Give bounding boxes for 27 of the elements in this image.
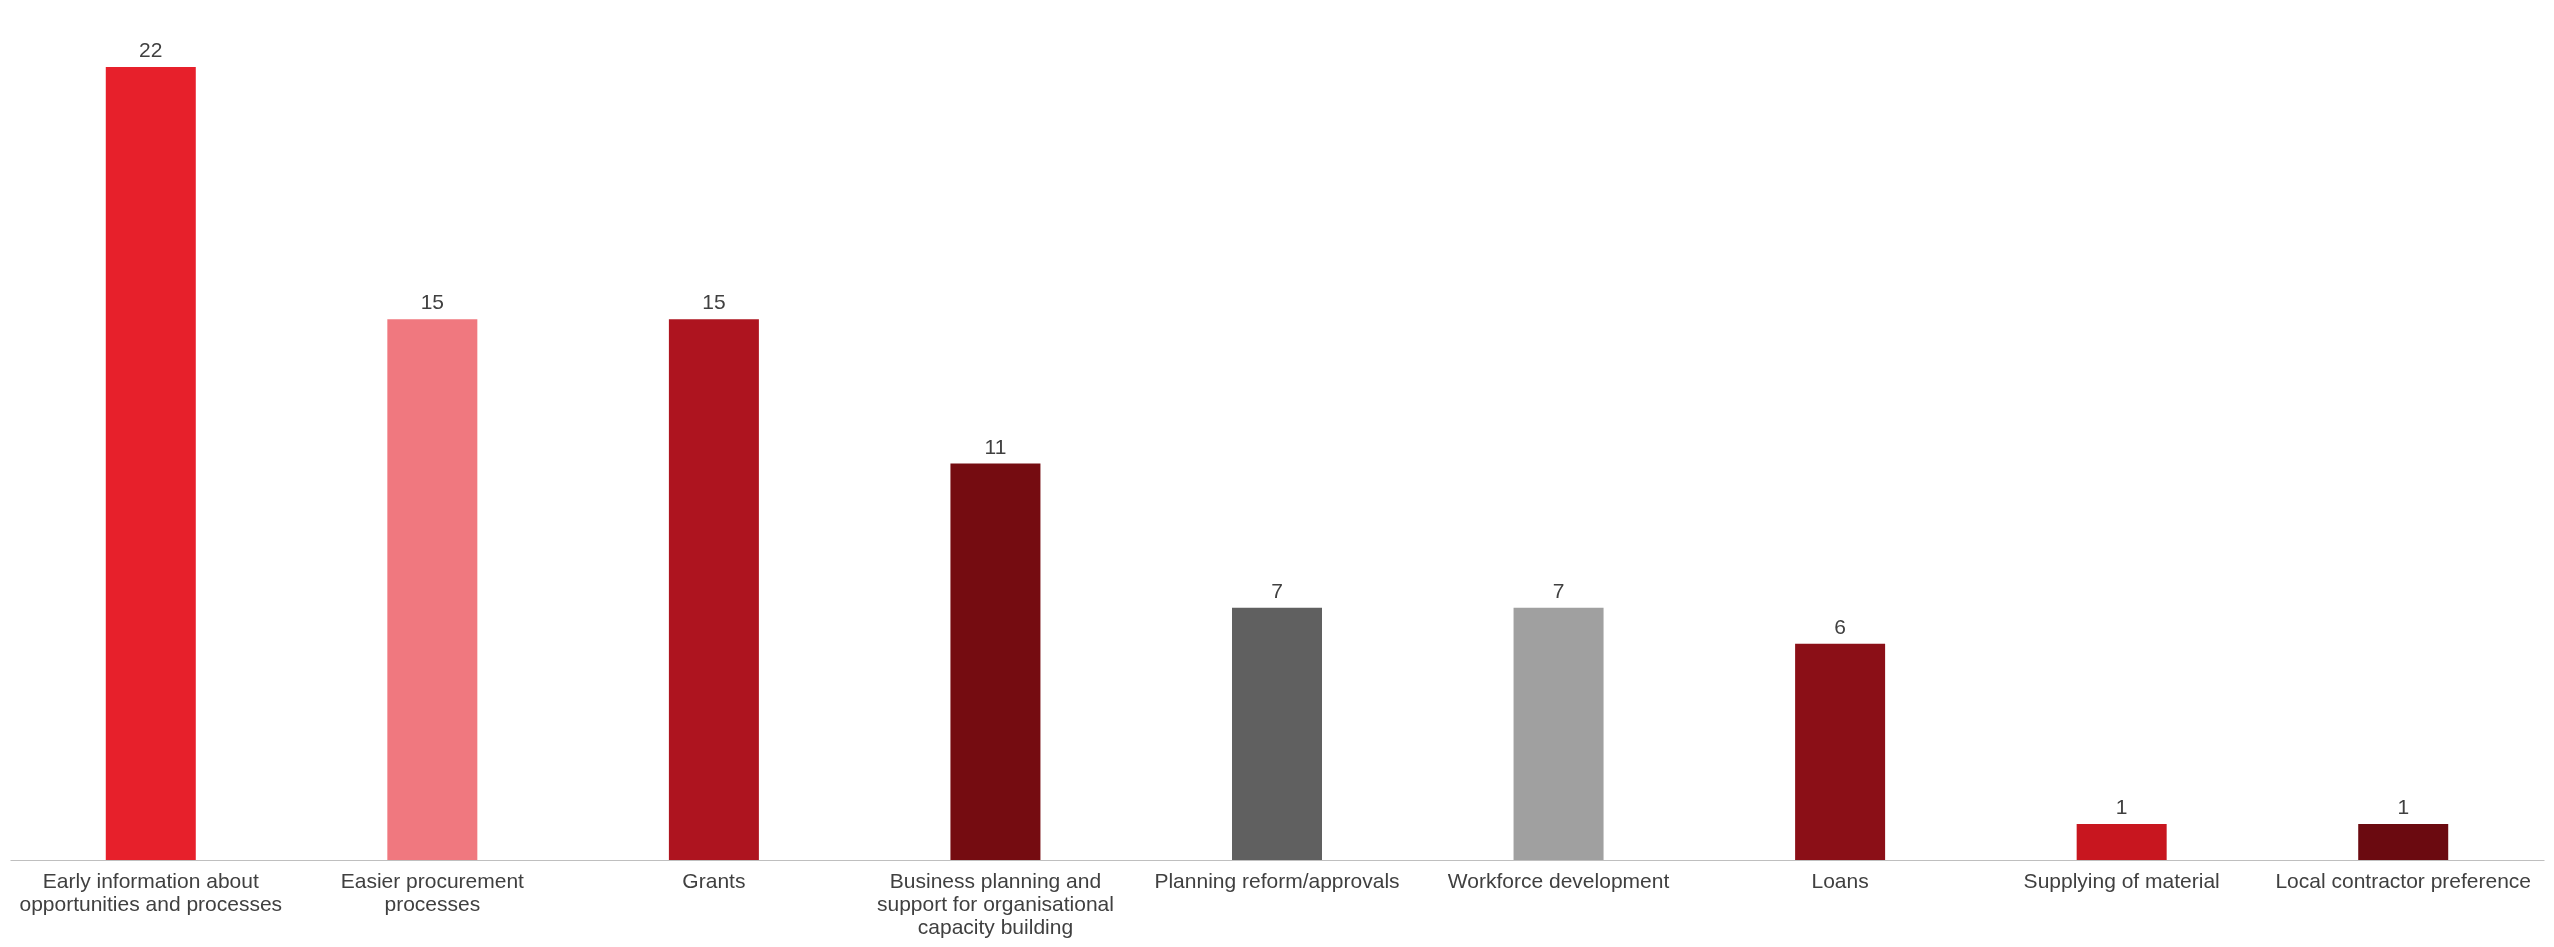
data-label: 7 [1552,578,1565,602]
data-label: 6 [1834,614,1846,638]
data-label: 22 [139,38,163,61]
x-tick-label: Loans [1811,868,1869,892]
data-label: 7 [1271,578,1283,602]
x-tick-label: Workforce development [1447,868,1670,892]
bar [950,463,1041,860]
bar [1232,607,1322,860]
x-tick-label: Supplying of material [2023,868,2220,892]
x-tick-label: Local contractor preference [2275,868,2532,892]
data-label: 15 [420,290,445,314]
data-label: 1 [2397,794,2410,818]
x-tick-label: Business planning and support for organisational capacity building [876,868,1114,938]
bar [1795,643,1886,860]
bar [1513,607,1604,860]
bar [387,319,478,860]
bar [2358,823,2449,860]
data-label: 1 [2115,794,2128,818]
bar [2076,823,2167,860]
bar [105,67,196,860]
x-tick-label: Planning reform/approvals [1154,868,1400,892]
data-label: 11 [984,434,1007,458]
x-tick-label: Easier procurement processes [340,868,525,915]
x-tick-label: Grants [682,868,746,892]
data-label: 15 [702,290,726,314]
x-tick-label: Early information about opportunities and processes [19,868,283,915]
bar [668,319,759,860]
